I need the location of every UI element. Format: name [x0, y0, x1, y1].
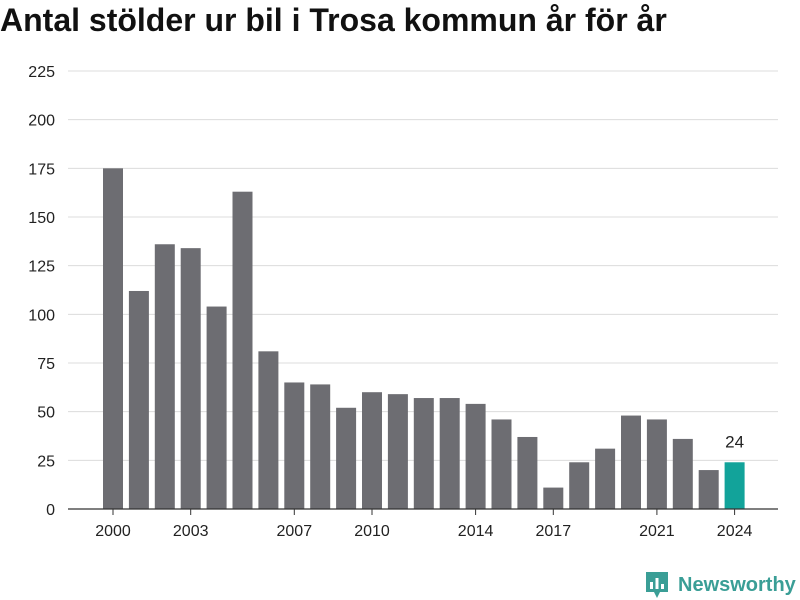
bar-2013: [439, 398, 460, 509]
x-tick-label: 2024: [717, 523, 753, 540]
bar-2006: [258, 351, 279, 509]
y-tick-label: 50: [37, 405, 55, 422]
x-tick-label: 2003: [173, 523, 209, 540]
x-tick-label: 2014: [458, 523, 494, 540]
x-tick-label: 2010: [354, 523, 390, 540]
x-tick-label: 2017: [536, 523, 572, 540]
bars: [103, 168, 745, 510]
bar-2012: [413, 398, 434, 509]
y-tick-label: 225: [28, 64, 55, 81]
brand-name: Newsworthy: [678, 573, 796, 596]
y-tick-label: 100: [28, 307, 55, 324]
bar-2022: [672, 438, 693, 509]
bar-2007: [284, 382, 305, 509]
data-labels: 24: [725, 432, 744, 451]
y-tick-label: 0: [46, 502, 55, 519]
bar-2009: [336, 407, 357, 509]
bar-2017: [543, 487, 564, 509]
x-tick-label: 2021: [639, 523, 675, 540]
newsworthy-logo-icon: [646, 572, 668, 598]
bar-2001: [128, 290, 149, 509]
bar-2015: [491, 419, 512, 509]
bar-2011: [387, 394, 408, 509]
y-tick-label: 25: [37, 453, 55, 470]
bar-2020: [621, 415, 641, 509]
y-tick-label: 175: [28, 161, 55, 178]
bar-2004: [206, 306, 227, 509]
bar-2023: [698, 470, 719, 509]
bar-2003: [180, 248, 201, 509]
y-tick-label: 125: [28, 259, 55, 276]
x-tick-label: 2007: [277, 523, 313, 540]
bar-2021: [646, 419, 667, 509]
bar-2024: [724, 462, 745, 509]
y-tick-label: 150: [28, 210, 55, 227]
y-tick-label: 200: [28, 113, 55, 130]
y-axis-ticks: 0 25 50 75 100 125 150 175 200 225: [28, 64, 55, 519]
bar-2010: [362, 392, 382, 509]
chart-title: Antal stölder ur bil i Trosa kommun år f…: [0, 2, 667, 38]
bar-2018: [569, 462, 590, 509]
bar-2005: [232, 191, 253, 509]
x-tick-label: 2000: [95, 523, 131, 540]
data-label: 24: [725, 432, 744, 451]
y-tick-label: 75: [37, 356, 55, 373]
x-axis: 2000 2003 2007 2010 2014 2017 2021 2024: [68, 508, 778, 540]
newsworthy-brand[interactable]: Newsworthy: [644, 570, 796, 600]
bar-2016: [517, 436, 538, 509]
bar-2019: [595, 448, 616, 509]
bar-2002: [154, 244, 175, 509]
bar-2000: [103, 168, 123, 510]
bar-2008: [310, 384, 331, 509]
bar-2014: [465, 403, 486, 509]
